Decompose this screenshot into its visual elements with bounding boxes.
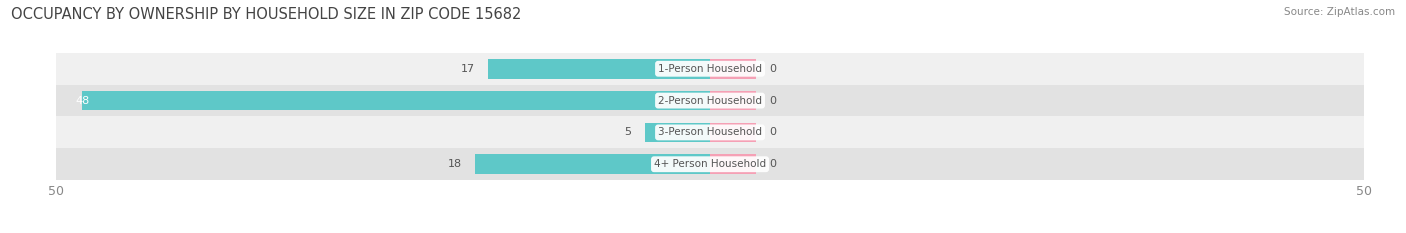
- Bar: [710, 91, 756, 110]
- Text: 0: 0: [769, 159, 776, 169]
- Text: 0: 0: [769, 64, 776, 74]
- Text: 0: 0: [769, 96, 776, 106]
- Bar: [710, 123, 756, 142]
- Bar: [56, 53, 1364, 85]
- Text: 18: 18: [447, 159, 461, 169]
- Bar: [56, 116, 1364, 148]
- Bar: [83, 91, 710, 110]
- Text: 0: 0: [769, 127, 776, 137]
- Bar: [710, 154, 756, 174]
- Text: 48: 48: [76, 96, 90, 106]
- Bar: [710, 59, 756, 79]
- Bar: [475, 154, 710, 174]
- Text: 4+ Person Household: 4+ Person Household: [654, 159, 766, 169]
- Text: 1-Person Household: 1-Person Household: [658, 64, 762, 74]
- Text: 5: 5: [624, 127, 631, 137]
- Text: 17: 17: [461, 64, 475, 74]
- Bar: [56, 148, 1364, 180]
- Text: OCCUPANCY BY OWNERSHIP BY HOUSEHOLD SIZE IN ZIP CODE 15682: OCCUPANCY BY OWNERSHIP BY HOUSEHOLD SIZE…: [11, 7, 522, 22]
- Bar: [644, 123, 710, 142]
- Text: 3-Person Household: 3-Person Household: [658, 127, 762, 137]
- Text: Source: ZipAtlas.com: Source: ZipAtlas.com: [1284, 7, 1395, 17]
- Bar: [56, 85, 1364, 116]
- Bar: [488, 59, 710, 79]
- Text: 2-Person Household: 2-Person Household: [658, 96, 762, 106]
